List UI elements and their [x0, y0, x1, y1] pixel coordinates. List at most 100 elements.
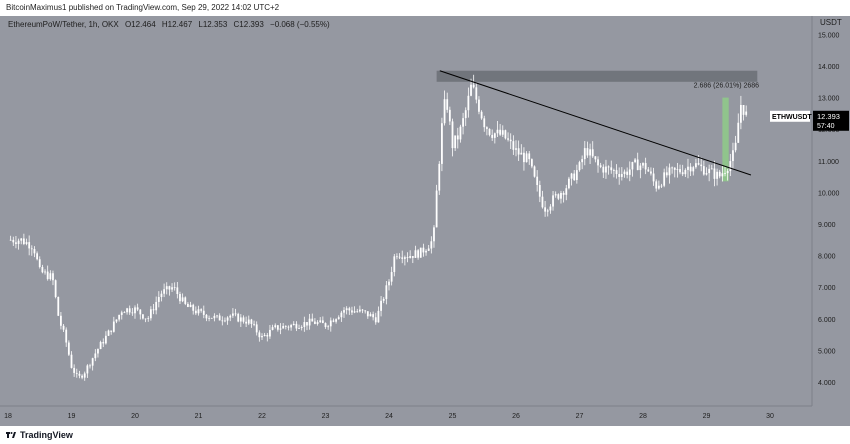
candle-body	[689, 166, 692, 172]
candle-body	[20, 238, 23, 241]
candle-body	[239, 317, 242, 322]
candle-body	[102, 342, 105, 344]
time-tick-label: 29	[703, 413, 711, 420]
candle-body	[422, 247, 425, 253]
candle-body	[446, 99, 449, 110]
candle-body	[652, 173, 655, 182]
price-axis-currency: USDT	[820, 18, 842, 27]
candle-body	[187, 303, 189, 307]
candle-body	[546, 210, 549, 212]
candle-body	[70, 354, 73, 368]
candle-body	[726, 171, 729, 174]
candle-body	[250, 319, 253, 324]
price-tick-label: 15.000	[818, 32, 840, 39]
candle-body	[493, 133, 496, 138]
publisher-text: BitcoinMaximus1 published on TradingView…	[6, 3, 280, 12]
candle-body	[46, 271, 49, 280]
candle-body	[128, 308, 131, 313]
candle-body	[578, 162, 581, 171]
candle-body	[255, 324, 258, 333]
candle-body	[533, 166, 536, 177]
candle-body	[695, 163, 697, 168]
candle-body	[261, 335, 263, 338]
last-price-countdown: 57:40	[817, 123, 835, 130]
candle-body	[324, 323, 327, 328]
candle-body	[441, 123, 443, 164]
candle-body	[131, 312, 134, 314]
candle-body	[60, 315, 62, 326]
candle-body	[411, 256, 414, 258]
candle-body	[589, 149, 591, 156]
candle-body	[636, 159, 639, 171]
candle-body	[306, 322, 308, 326]
candle-body	[618, 174, 621, 177]
tradingview-logo-icon	[6, 432, 16, 438]
candle-body	[253, 323, 255, 325]
candle-body	[724, 173, 726, 174]
candle-body	[642, 163, 644, 166]
candle-body	[644, 163, 647, 170]
candle-body	[419, 247, 422, 258]
last-price-value: 12.393	[817, 112, 840, 121]
footer-brand: TradingView	[20, 430, 73, 440]
price-tick-label: 14.000	[818, 64, 840, 71]
candle-body	[300, 326, 303, 329]
candle-body	[274, 325, 277, 328]
candle-body	[17, 240, 20, 244]
candle-body	[120, 312, 123, 315]
candle-body	[49, 273, 52, 280]
candle-body	[470, 84, 472, 96]
candle-body	[488, 128, 491, 135]
candle-body	[12, 239, 15, 243]
candle-body	[716, 171, 718, 179]
candle-body	[115, 319, 118, 322]
time-tick-label: 24	[385, 413, 393, 420]
candle-body	[263, 334, 266, 336]
price-chart[interactable]: USDT 4.000 5.000 6.000 7.000 8.000 9.000 10.00…	[0, 16, 850, 426]
candle-body	[581, 159, 584, 163]
candle-body	[78, 373, 81, 376]
time-tick-label: 19	[68, 413, 76, 420]
candle-body	[525, 153, 528, 163]
candle-body	[499, 129, 502, 135]
candle-body	[15, 242, 17, 244]
candle-body	[165, 286, 168, 290]
ohlc-open: O12.464	[124, 20, 156, 29]
candle-body	[729, 161, 732, 172]
candle-body	[314, 321, 316, 324]
time-tick-label: 28	[639, 413, 647, 420]
candle-body	[287, 326, 290, 328]
candle-body	[430, 241, 433, 249]
candle-body	[152, 309, 155, 311]
candle-body	[647, 169, 650, 172]
candle-body	[583, 148, 586, 160]
candle-body	[284, 326, 287, 327]
candle-body	[657, 185, 660, 189]
candle-body	[509, 139, 512, 142]
candle-body	[702, 166, 705, 175]
candle-body	[610, 167, 613, 171]
candle-body	[303, 322, 306, 327]
candle-body	[732, 150, 734, 162]
candle-body	[202, 310, 205, 315]
candle-body	[612, 170, 615, 171]
candle-body	[478, 99, 480, 112]
candle-body	[467, 95, 470, 111]
candle-body	[570, 173, 573, 179]
candle-body	[684, 169, 687, 175]
candle-body	[475, 87, 478, 100]
candle-body	[414, 250, 417, 258]
candle-body	[258, 332, 261, 338]
price-tick-label: 8.000	[818, 254, 836, 261]
candle-body	[687, 166, 689, 170]
candle-body	[279, 328, 282, 330]
candle-body	[237, 313, 240, 322]
price-tick-label: 4.000	[818, 380, 836, 387]
candle-body	[718, 171, 721, 177]
candle-body	[33, 249, 36, 254]
candle-body	[443, 99, 446, 124]
candle-body	[560, 193, 562, 199]
candle-body	[269, 329, 271, 337]
candle-body	[157, 297, 160, 302]
candle-body	[54, 280, 57, 297]
